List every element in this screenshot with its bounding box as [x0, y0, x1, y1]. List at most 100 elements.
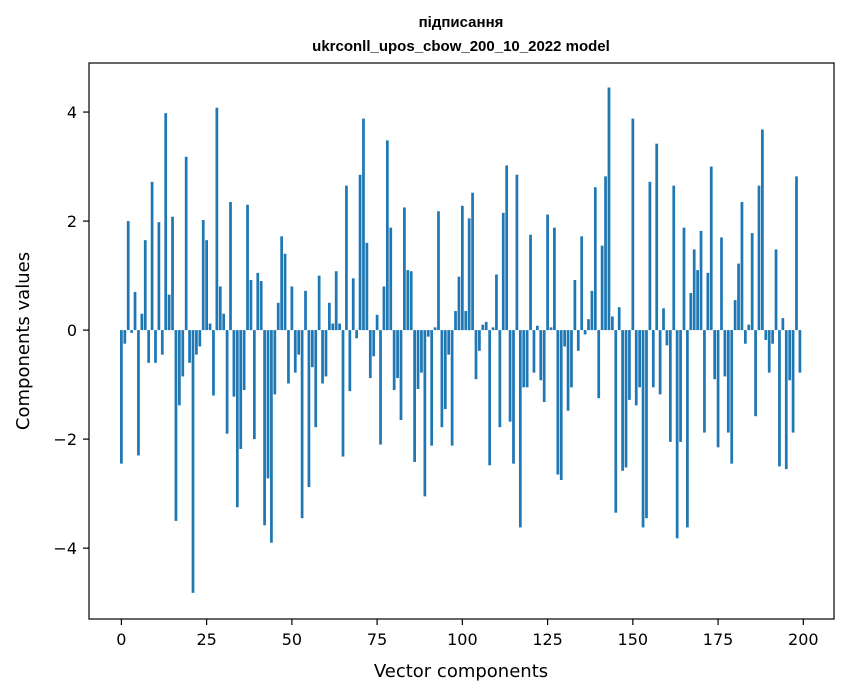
bar: [133, 291, 137, 331]
bar: [235, 330, 239, 508]
bar: [345, 185, 348, 331]
bar: [351, 278, 355, 331]
bar: [123, 330, 127, 344]
bar: [730, 330, 734, 464]
bar: [604, 176, 607, 331]
x-tick-label: 25: [196, 630, 216, 649]
bar: [225, 330, 229, 434]
bar: [403, 207, 406, 331]
bar: [501, 212, 505, 331]
bar: [713, 330, 717, 380]
bar: [471, 192, 474, 331]
bar: [556, 330, 560, 475]
bar: [338, 323, 341, 331]
bar: [362, 118, 365, 331]
bar: [392, 330, 396, 391]
bar: [317, 275, 321, 331]
x-tick-label: 200: [788, 630, 819, 649]
bar: [433, 327, 437, 331]
bar: [764, 330, 768, 340]
bar: [672, 185, 676, 331]
bar: [297, 330, 301, 355]
bar: [174, 330, 178, 521]
bar: [310, 330, 314, 368]
bar: [126, 221, 130, 331]
bar: [699, 230, 703, 331]
bar: [651, 330, 655, 388]
bar: [549, 327, 553, 331]
bar: [201, 219, 205, 331]
bar: [355, 330, 359, 339]
bar: [150, 181, 154, 331]
bar: [706, 272, 710, 331]
bar: [372, 330, 376, 357]
bar: [798, 330, 802, 373]
bar: [583, 330, 587, 335]
bar: [515, 174, 519, 331]
bar: [368, 330, 372, 379]
bar: [399, 330, 403, 421]
bar: [447, 330, 451, 355]
bar: [266, 330, 270, 479]
bar: [720, 237, 723, 331]
bar: [440, 330, 444, 428]
bar: [692, 249, 696, 331]
plot-frame: [88, 62, 835, 620]
bar: [341, 330, 345, 457]
bar: [382, 286, 386, 331]
bar-series: [120, 87, 802, 593]
bar: [328, 302, 331, 331]
bar: [389, 227, 393, 331]
x-tick-label: 75: [367, 630, 387, 649]
bar: [631, 118, 635, 331]
bar: [143, 240, 147, 331]
bar: [454, 311, 457, 331]
bar: [229, 202, 232, 331]
bar: [624, 330, 628, 468]
bar: [147, 330, 151, 363]
bar: [171, 216, 174, 331]
x-tick-label: 0: [116, 630, 126, 649]
bar: [195, 330, 198, 355]
bar: [426, 330, 430, 337]
bar: [761, 129, 764, 331]
bar: [256, 272, 260, 331]
bar: [443, 330, 447, 410]
bar: [249, 279, 253, 331]
bar: [276, 302, 280, 331]
y-tick-label: −2: [53, 430, 77, 449]
bar: [137, 330, 140, 456]
y-tick-label: 4: [67, 103, 77, 122]
bar: [662, 308, 665, 331]
bar: [495, 274, 498, 331]
bar: [239, 330, 243, 449]
bar: [450, 330, 454, 446]
bar: [682, 227, 686, 331]
bar: [726, 330, 730, 433]
bar: [464, 311, 468, 331]
bar: [416, 330, 420, 389]
bar: [160, 330, 164, 355]
bar: [130, 330, 133, 333]
bar: [641, 330, 645, 528]
bar: [406, 270, 410, 331]
bar: [481, 324, 485, 331]
y-tick-label: 2: [67, 212, 77, 231]
bar: [287, 330, 290, 384]
bar: [154, 330, 157, 363]
bar: [508, 330, 512, 422]
bar: [621, 330, 624, 471]
bar: [222, 313, 226, 331]
bar: [140, 313, 144, 331]
bar: [365, 242, 369, 331]
bar: [679, 330, 682, 442]
bar: [478, 330, 481, 351]
bar: [379, 330, 382, 445]
bar: [614, 330, 618, 513]
bar: [270, 330, 273, 543]
bar: [457, 276, 461, 331]
bar: [259, 281, 263, 331]
bar: [505, 165, 509, 331]
y-tick-label: −4: [53, 539, 77, 558]
bar: [771, 330, 774, 344]
